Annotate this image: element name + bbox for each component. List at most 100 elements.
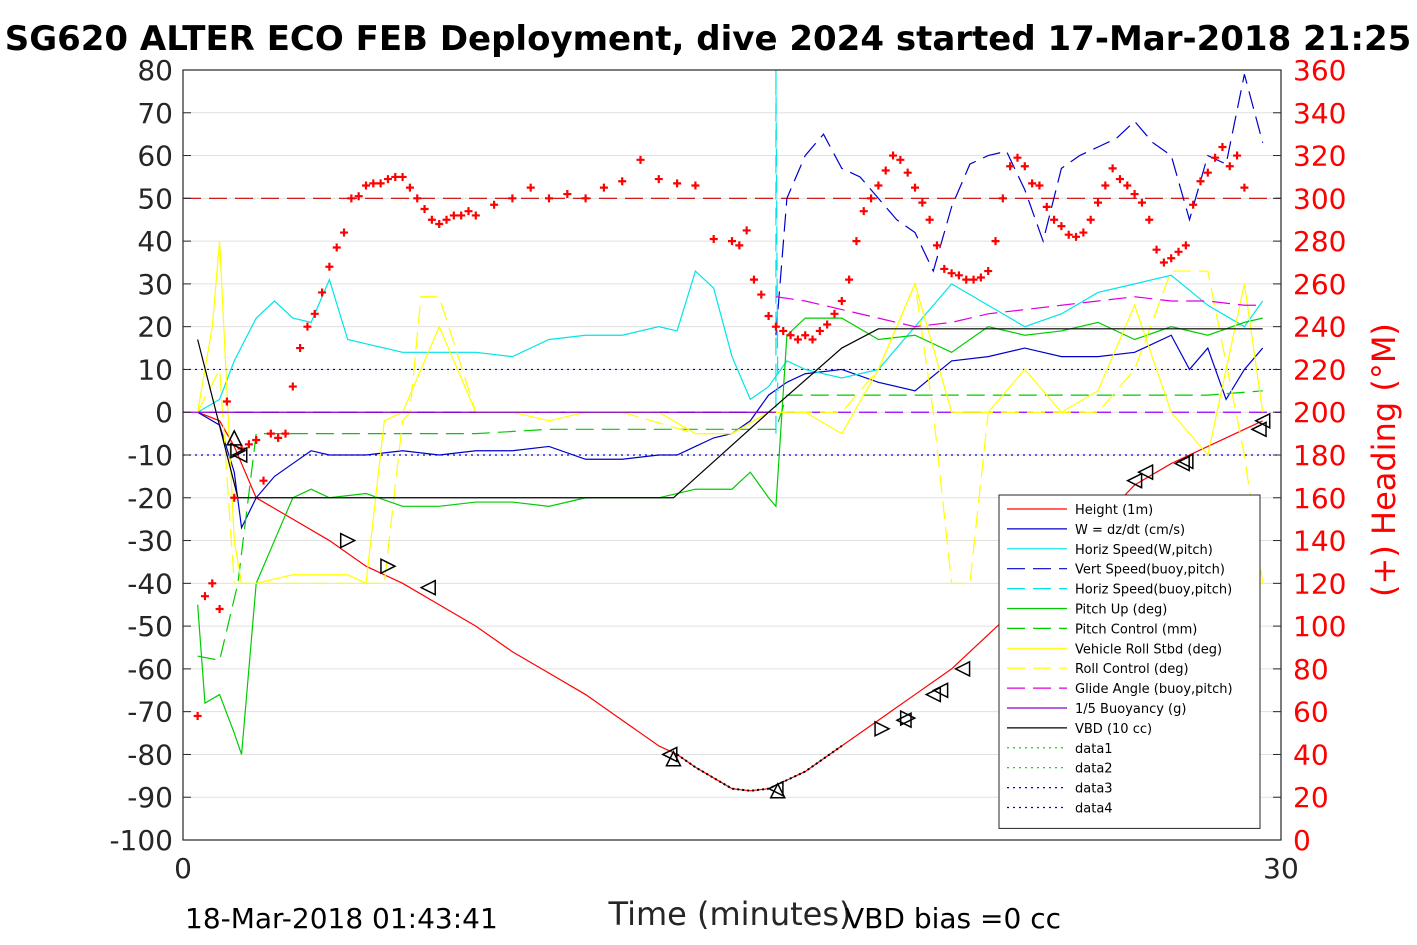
heading-point [303,322,312,331]
heading-point [230,493,239,502]
heading-point [1115,175,1124,184]
heading-point [815,326,824,335]
heading-point [288,382,297,391]
triangle-marker [230,442,247,459]
series-horiz-speed-buoy-pitch [775,69,779,434]
heading-point [362,181,370,190]
triangle-marker [339,532,357,549]
heading-points [194,143,1249,720]
heading-point [709,234,718,243]
heading-point [757,290,766,299]
heading-point [1123,181,1132,190]
triangle-marker [1136,463,1154,481]
heading-point [391,172,400,181]
heading-point [1035,181,1044,190]
heading-point [369,179,378,188]
legend-entry: Glide Angle (buoy,pitch) [1075,682,1233,697]
y-right-tick-label: 200 [1293,396,1346,429]
y-tick-label: -50 [127,610,173,643]
heading-point [618,177,627,186]
heading-point [581,194,590,203]
depth-dotted-overlay [676,745,843,792]
series-pitch-up-deg [197,317,1263,755]
heading-point [383,175,392,184]
heading-point [1189,200,1198,209]
heading-point [259,476,268,485]
heading-point [252,436,261,445]
y-right-tick-label: 220 [1293,353,1346,386]
heading-point [281,429,290,438]
heading-point [1086,215,1095,224]
triangle-marker [899,709,917,727]
heading-point [947,269,956,278]
footer-vbd-bias: VBD bias =0 cc [845,902,1061,935]
heading-point [728,237,736,246]
legend: Height (1m) W = dz/dt (cm/s) Horiz Speed(W… [998,494,1261,829]
y-right-tick-label: 140 [1293,525,1346,558]
heading-point [1167,254,1176,263]
series-w-dz-dt-cm-s [197,334,1264,530]
heading-point [274,433,283,442]
series-vbd-10-cc [197,328,1263,499]
y-tick-label: 50 [137,182,173,215]
heading-point [310,309,319,318]
y-tick-label: -30 [127,525,173,558]
y-right-tick-label: 340 [1293,97,1346,130]
heading-point [673,179,682,188]
heading-point [1211,153,1220,162]
heading-point [903,168,912,177]
y-tick-label: 20 [137,311,173,344]
heading-point [490,200,499,209]
heading-point [296,344,305,353]
y-right-tick-label: 360 [1293,54,1346,87]
legend-entry: data3 [1075,782,1113,797]
chart-title: SG620 ALTER ECO FEB Deployment, dive 202… [5,19,1412,59]
heading-point [925,215,934,224]
y-right-tick-label: 260 [1293,268,1346,301]
heading-point [889,151,898,160]
heading-point [932,241,941,250]
y-tick-label: 70 [137,97,173,130]
x-tick-label: 30 [1263,852,1299,885]
legend-entry: Horiz Speed(buoy,pitch) [1075,583,1232,598]
legend-entry: Height (1m) [1075,503,1153,518]
y-right-tick-label: 40 [1293,738,1329,771]
heading-point [1013,153,1022,162]
legend-entry: data1 [1075,742,1113,757]
heading-point [332,243,341,252]
triangle-marker [1125,472,1143,489]
heading-point [771,322,780,331]
heading-point [837,297,846,305]
y-tick-label: 30 [137,268,173,301]
heading-point [1072,232,1081,241]
heading-point [208,579,217,588]
legend-entry: VBD (10 cc) [1075,722,1152,737]
legend-entry: data2 [1075,762,1113,777]
heading-point [413,194,422,203]
heading-point [749,275,758,284]
heading-point [376,179,385,188]
heading-point [830,309,839,318]
triangle-marker [665,750,682,767]
y-right-tick-label: 20 [1293,781,1329,814]
series-lines [197,69,1264,792]
heading-point [1108,164,1117,173]
heading-point [266,429,275,438]
heading-point [193,711,202,720]
heading-point [563,190,572,199]
heading-point [599,183,608,192]
triangle-marker [767,780,784,797]
heading-point [545,194,553,203]
heading-point [1020,162,1029,171]
heading-point [1042,202,1051,211]
heading-point [398,172,407,181]
heading-point [1203,168,1212,177]
heading-point [1137,198,1146,207]
y-tick-label: -100 [109,824,173,857]
heading-point [1028,179,1037,188]
heading-point [742,226,751,235]
triangle-markers [226,412,1271,799]
heading-point [318,288,327,297]
heading-point [1181,241,1190,250]
